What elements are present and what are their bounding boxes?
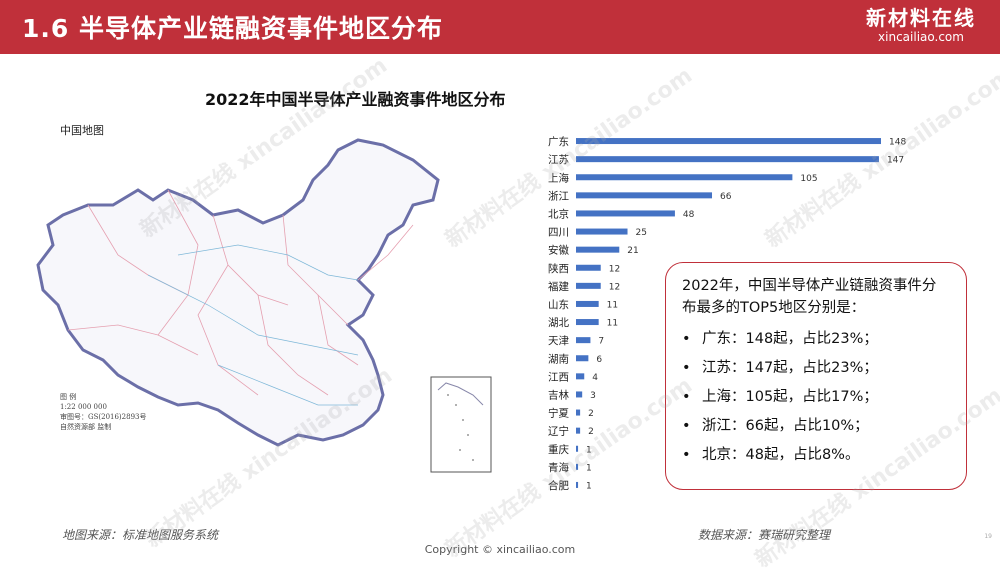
callout-item: • 浙江：66起，占比10%； xyxy=(682,412,950,441)
top5-callout: 2022年，中国半导体产业链融资事件分布最多的TOP5地区分别是： • 广东：14… xyxy=(665,262,967,490)
bar xyxy=(576,246,620,253)
copyright: Copyright © xincailiao.com xyxy=(424,543,576,556)
data-label: 147 xyxy=(887,156,904,166)
data-label: 1 xyxy=(586,463,592,473)
data-label: 21 xyxy=(627,246,638,256)
bullet: • xyxy=(682,360,691,376)
data-label: 11 xyxy=(607,319,618,329)
callout-item: • 广东：148起，占比23%； xyxy=(682,325,950,354)
callout-list: • 广东：148起，占比23%； • 江苏：147起，占比23%； • 上海：105起… xyxy=(682,325,950,470)
category-label: 青海 xyxy=(548,461,569,474)
data-label: 1 xyxy=(586,445,592,455)
data-label: 12 xyxy=(609,282,620,292)
bullet: • xyxy=(682,331,691,347)
brand-logo: 新材料在线 xincailiao.com xyxy=(856,6,986,44)
data-source: 数据来源：赛瑞研究整理 xyxy=(698,528,831,542)
header-bar: 1.6 半导体产业链融资事件地区分布 新材料在线 xincailiao.com xyxy=(0,0,1000,54)
callout-item: • 北京：48起，占比8%。 xyxy=(682,441,950,470)
callout-item: • 上海：105起，占比17%； xyxy=(682,383,950,412)
category-label: 上海 xyxy=(548,171,569,184)
bar xyxy=(576,156,879,163)
bar xyxy=(576,210,675,217)
category-label: 重庆 xyxy=(548,443,569,456)
bar xyxy=(576,174,793,181)
logo-text: 新材料在线 xyxy=(866,6,976,30)
bar xyxy=(576,264,601,271)
category-label: 湖南 xyxy=(548,352,569,365)
bar xyxy=(576,409,581,416)
category-label: 江苏 xyxy=(548,153,569,166)
legend-approval: 审图号：GS(2016)2893号 xyxy=(60,413,147,421)
data-label: 12 xyxy=(609,264,620,274)
china-map xyxy=(36,138,492,473)
page-number: 19 xyxy=(984,533,992,540)
page-title: 1.6 半导体产业链融资事件地区分布 xyxy=(22,14,443,43)
category-label: 广东 xyxy=(548,135,569,148)
bar xyxy=(576,445,579,452)
bullet: • xyxy=(682,447,691,463)
chart-title: 2022年中国半导体产业融资事件地区分布 xyxy=(205,90,506,109)
map-legend: 图 例 1:22 000 000 审图号：GS(2016)2893号 自然资源部… xyxy=(60,392,146,432)
data-label: 48 xyxy=(683,210,695,220)
bar xyxy=(576,427,581,434)
callout-item-text: 江苏：147起，占比23%； xyxy=(702,360,878,376)
callout-intro: 2022年，中国半导体产业链融资事件分布最多的TOP5地区分别是： xyxy=(682,278,937,316)
callout-item-text: 北京：48起，占比8%。 xyxy=(702,447,860,463)
callout-item-text: 浙江：66起，占比10%； xyxy=(702,418,869,434)
map-label: 中国地图 xyxy=(60,124,104,137)
bar xyxy=(576,373,585,380)
data-label: 11 xyxy=(607,300,618,310)
category-label: 吉林 xyxy=(548,388,569,401)
data-label: 3 xyxy=(590,391,596,401)
data-label: 7 xyxy=(598,337,604,347)
category-label: 湖北 xyxy=(548,317,569,329)
category-label: 江西 xyxy=(548,371,569,383)
bar xyxy=(576,481,579,488)
data-label: 1 xyxy=(586,481,592,491)
callout-item-text: 上海：105起，占比17%； xyxy=(702,389,878,405)
legend-scale: 1:22 000 000 xyxy=(60,403,107,411)
category-label: 福建 xyxy=(548,280,569,293)
data-label: 2 xyxy=(588,409,594,419)
category-label: 辽宁 xyxy=(548,425,569,438)
china-outline xyxy=(36,138,440,447)
data-label: 148 xyxy=(889,138,906,148)
callout-item-text: 广东：148起，占比23%； xyxy=(702,331,878,347)
legend-title: 图 例 xyxy=(60,393,77,401)
category-label: 安徽 xyxy=(548,244,569,257)
category-label: 北京 xyxy=(548,207,569,220)
category-label: 合肥 xyxy=(548,479,569,492)
bar xyxy=(576,391,583,398)
bullet: • xyxy=(682,389,691,405)
logo-url: xincailiao.com xyxy=(878,30,964,44)
data-label: 4 xyxy=(592,373,598,383)
category-label: 山东 xyxy=(548,298,569,311)
data-label: 25 xyxy=(636,228,647,238)
data-label: 105 xyxy=(800,174,817,184)
south-sea-inset xyxy=(430,376,492,473)
bar xyxy=(576,463,579,470)
data-label: 6 xyxy=(596,355,602,365)
bar xyxy=(576,282,601,289)
callout-item: • 江苏：147起，占比23%； xyxy=(682,354,950,383)
category-label: 天津 xyxy=(548,335,569,347)
category-label: 四川 xyxy=(548,227,569,239)
bullet: • xyxy=(682,418,691,434)
bar xyxy=(576,192,713,199)
bar xyxy=(576,138,881,145)
bar xyxy=(576,300,599,307)
bar xyxy=(576,355,589,362)
category-label: 宁夏 xyxy=(548,407,569,420)
category-label: 浙江 xyxy=(548,190,569,202)
bar xyxy=(576,319,599,326)
bar xyxy=(576,337,591,344)
data-label: 66 xyxy=(720,192,732,202)
category-label: 陕西 xyxy=(548,262,569,275)
data-label: 2 xyxy=(588,427,594,437)
legend-issuer: 自然资源部 监制 xyxy=(60,423,112,431)
map-source: 地图来源：标准地图服务系统 xyxy=(62,528,219,542)
bar xyxy=(576,228,628,235)
